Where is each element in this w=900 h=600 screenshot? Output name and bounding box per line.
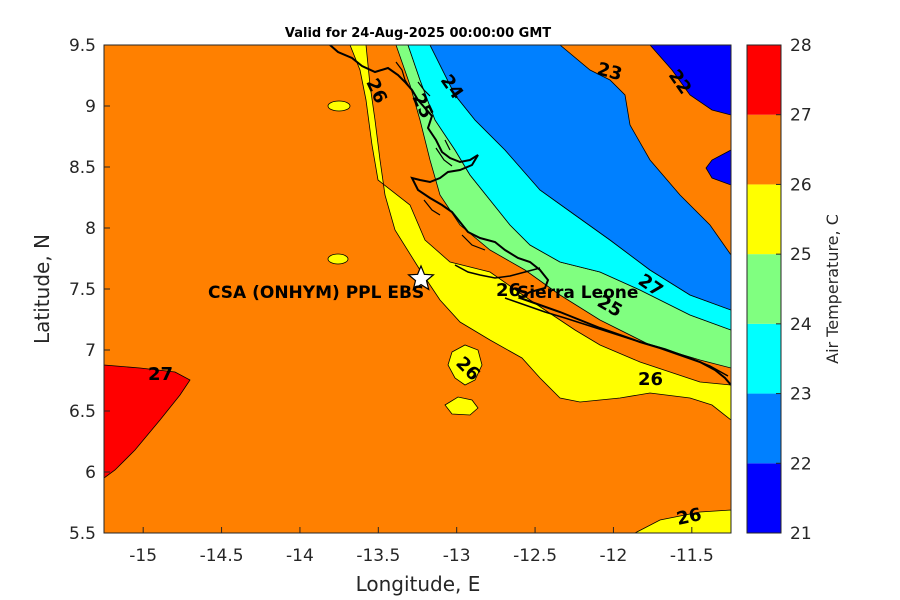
y-axis-label: Latitude, N [30, 234, 54, 344]
colorbar-tick-label: 28 [790, 36, 812, 56]
band-yellow-coastal [349, 45, 731, 421]
x-tick-label: -14.5 [200, 546, 244, 566]
band-dark-blue-2 [705, 149, 731, 186]
colorbar-band [747, 393, 781, 464]
coastline [329, 45, 731, 386]
y-tick-label: 6 [85, 463, 96, 483]
coastline-island-1 [454, 264, 541, 279]
yellow-blob-southeast [634, 509, 731, 533]
band-red [104, 364, 191, 479]
y-tick-label: 8 [85, 219, 96, 239]
y-tick-label: 9 [85, 97, 96, 117]
map-title: Valid for 24-Aug-2025 00:00:00 GMT [285, 26, 551, 41]
colorbar-frame [746, 44, 782, 534]
x-tick-label: -11.5 [670, 546, 714, 566]
band-dark-blue [649, 45, 731, 116]
colorbar-band [747, 254, 781, 324]
y-tick-label: 5.5 [69, 524, 96, 544]
x-tick-label: -13 [443, 546, 471, 566]
contour-label-26-southeast: 26 [638, 369, 663, 390]
y-tick-label: 7.5 [69, 280, 96, 300]
contour-label-27-west: 27 [148, 364, 173, 385]
y-tick-label: 8.5 [69, 158, 96, 178]
yellow-blob-south-2 [444, 396, 479, 416]
plot-area [104, 45, 731, 533]
star-icon [407, 264, 435, 291]
x-axis: -15 -14.5 -14 -13.5 -13 -12.5 -12 -11.5 [129, 527, 714, 566]
contour-label-26-bottom: 26 [675, 504, 704, 530]
coastline-south [504, 297, 729, 377]
y-tick-label: 7 [85, 341, 96, 361]
colorbar-tick-label: 24 [790, 315, 812, 335]
yellow-blob-south [447, 344, 483, 386]
colorbar-tick-label: 27 [790, 106, 812, 126]
station-marker [407, 264, 435, 291]
x-tick-label: -14 [286, 546, 314, 566]
contour-label-26-center: 26 [496, 280, 521, 301]
colorbar-tick-label: 22 [790, 454, 812, 474]
y-tick-label: 6.5 [69, 402, 96, 422]
colorbar-band [747, 463, 781, 533]
yellow-blob-mid [327, 253, 349, 265]
colorbar-tick-label: 23 [790, 385, 812, 405]
station-label: CSA (ONHYM) PPL EBS [208, 283, 424, 303]
x-tick-label: -13.5 [356, 546, 400, 566]
x-tick-label: -12.5 [513, 546, 557, 566]
colorbar: 28 27 26 25 24 23 22 21 Air Temperature, C [746, 36, 842, 544]
colorbar-tick-label: 26 [790, 175, 812, 195]
x-tick-label: -15 [129, 546, 157, 566]
coastline-detail [395, 61, 486, 251]
colorbar-band [747, 114, 781, 185]
y-tick-label: 9.5 [69, 36, 96, 56]
colorbar-band [747, 45, 781, 115]
y-axis: 9.5 9 8.5 8 7.5 7 6.5 6 5.5 [69, 36, 110, 544]
x-axis-label: Longitude, E [356, 572, 481, 596]
yellow-blob-north [327, 100, 351, 112]
colorbar-band [747, 323, 781, 394]
colorbar-label: Air Temperature, C [823, 214, 842, 364]
band-light-blue [429, 45, 731, 311]
colorbar-tick-label: 25 [790, 245, 812, 265]
colorbar-band [747, 184, 781, 255]
country-label: Sierra Leone [517, 283, 638, 303]
colorbar-tick-label: 21 [790, 524, 812, 544]
x-tick-label: -12 [600, 546, 628, 566]
